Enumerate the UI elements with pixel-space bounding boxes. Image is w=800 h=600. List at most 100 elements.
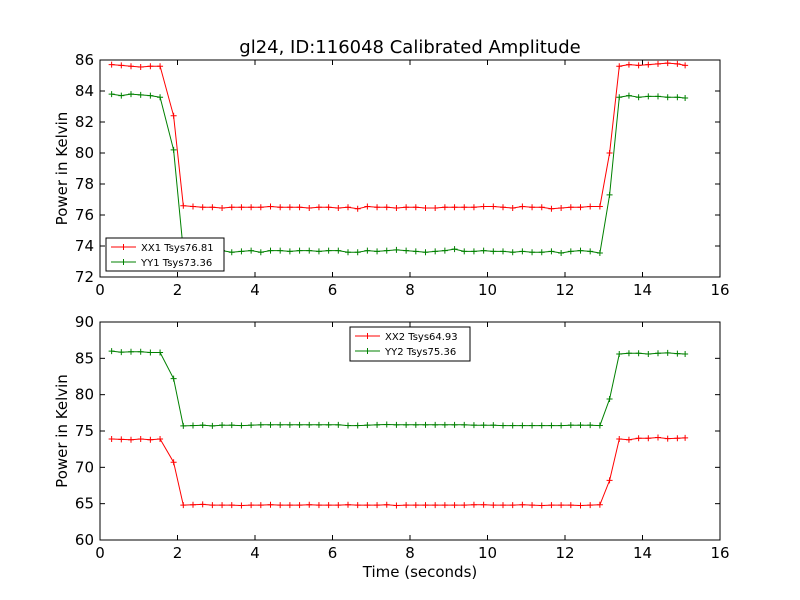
data-point-marker [606, 477, 613, 484]
data-point-marker [422, 502, 429, 509]
x-tick-label: 6 [328, 544, 338, 562]
data-point-marker [577, 204, 584, 211]
data-point-marker [480, 203, 487, 210]
data-point-marker [587, 203, 594, 210]
x-tick-label: 2 [173, 544, 183, 562]
data-point-marker [306, 247, 313, 254]
data-point-marker [529, 249, 536, 256]
y-tick-label: 84 [75, 82, 94, 100]
data-point-marker [461, 204, 468, 211]
data-point-marker [286, 421, 293, 428]
data-point-marker [345, 249, 351, 256]
data-point-marker [228, 204, 235, 211]
data-point-marker [267, 203, 274, 210]
data-point-marker [451, 204, 458, 211]
data-point-marker [170, 459, 177, 466]
top-panel: 0 2 4 6 8 10 12 14 16 72 74 76 78 80 82 84 86 Power in Ke… [53, 51, 730, 299]
x-axis-label: Time (seconds) [362, 563, 478, 581]
y-tick-label: 65 [75, 495, 94, 513]
data-point-marker [374, 421, 381, 428]
data-point-marker [190, 203, 196, 210]
data-point-marker [325, 502, 332, 509]
data-point-marker [248, 502, 255, 509]
data-point-marker [118, 62, 125, 69]
data-point-marker [170, 112, 177, 119]
legend-label: XX2 Tsys64.93 [385, 332, 458, 343]
data-point-marker [500, 502, 506, 509]
data-point-marker [335, 421, 342, 428]
series-line [111, 350, 686, 427]
data-point-marker [596, 249, 603, 256]
data-point-marker [490, 248, 497, 255]
data-point-marker [180, 502, 187, 509]
data-point-marker [655, 434, 661, 441]
data-point-marker [354, 205, 361, 212]
data-point-marker [682, 350, 689, 357]
legend-marker [364, 348, 371, 354]
data-point-marker [470, 248, 477, 255]
data-point-marker [441, 502, 448, 509]
data-point-marker [383, 204, 390, 211]
data-point-marker [364, 247, 371, 254]
data-point-marker [490, 502, 497, 509]
data-point-marker [509, 205, 516, 212]
data-point-marker [277, 247, 284, 254]
data-point-marker [354, 502, 361, 509]
data-point-marker [616, 435, 623, 442]
y-tick-label: 85 [75, 349, 94, 367]
data-point-marker [606, 396, 613, 403]
data-point-marker [519, 501, 526, 508]
data-point-marker [635, 94, 642, 101]
series-line [111, 62, 686, 210]
data-point-marker [248, 247, 255, 254]
data-point-marker [451, 246, 458, 253]
data-point-marker [577, 422, 584, 429]
data-point-marker [664, 94, 671, 101]
data-point-marker [500, 204, 506, 211]
y-tick-label: 86 [75, 51, 94, 69]
legend: XX2 Tsys64.93 YY2 Tsys75.36 [349, 326, 471, 362]
data-point-marker [529, 204, 536, 211]
data-point-marker [383, 421, 390, 428]
data-point-marker [664, 349, 671, 356]
legend-label: YY1 Tsys73.36 [140, 258, 212, 269]
data-point-marker [108, 435, 115, 442]
series-line [111, 436, 686, 507]
data-point-marker [451, 502, 458, 509]
data-point-marker [645, 350, 652, 357]
data-point-marker [655, 350, 661, 357]
data-point-marker [682, 62, 689, 69]
legend-marker [120, 259, 127, 265]
data-point-marker [306, 205, 313, 212]
data-point-marker [238, 248, 245, 255]
data-point-marker [374, 502, 381, 509]
data-point-marker [199, 422, 206, 429]
data-point-marker [267, 247, 274, 254]
data-point-marker [383, 247, 390, 254]
data-point-marker [157, 435, 164, 442]
data-point-marker [422, 249, 429, 256]
figure-title: gl24, ID:116048 Calibrated Amplitude [239, 37, 580, 58]
data-point-marker [645, 61, 652, 68]
data-point-marker [470, 204, 477, 211]
legend-marker [120, 244, 127, 250]
data-point-marker [137, 348, 144, 355]
data-point-marker [147, 436, 154, 443]
data-point-marker [538, 502, 545, 509]
data-point-marker [345, 501, 351, 508]
x-tick-label: 0 [95, 281, 105, 299]
data-point-marker [509, 249, 516, 256]
data-point-marker [441, 421, 448, 428]
data-point-marker [296, 247, 303, 254]
y-tick-label: 80 [75, 386, 94, 404]
data-point-marker [403, 502, 410, 509]
data-point-marker [682, 94, 689, 101]
data-point-marker [219, 502, 226, 509]
data-point-marker [325, 421, 332, 428]
data-point-marker [147, 349, 154, 356]
data-point-marker [412, 204, 419, 211]
data-point-marker [257, 502, 264, 509]
data-point-marker [277, 502, 284, 509]
data-point-marker [157, 63, 164, 70]
